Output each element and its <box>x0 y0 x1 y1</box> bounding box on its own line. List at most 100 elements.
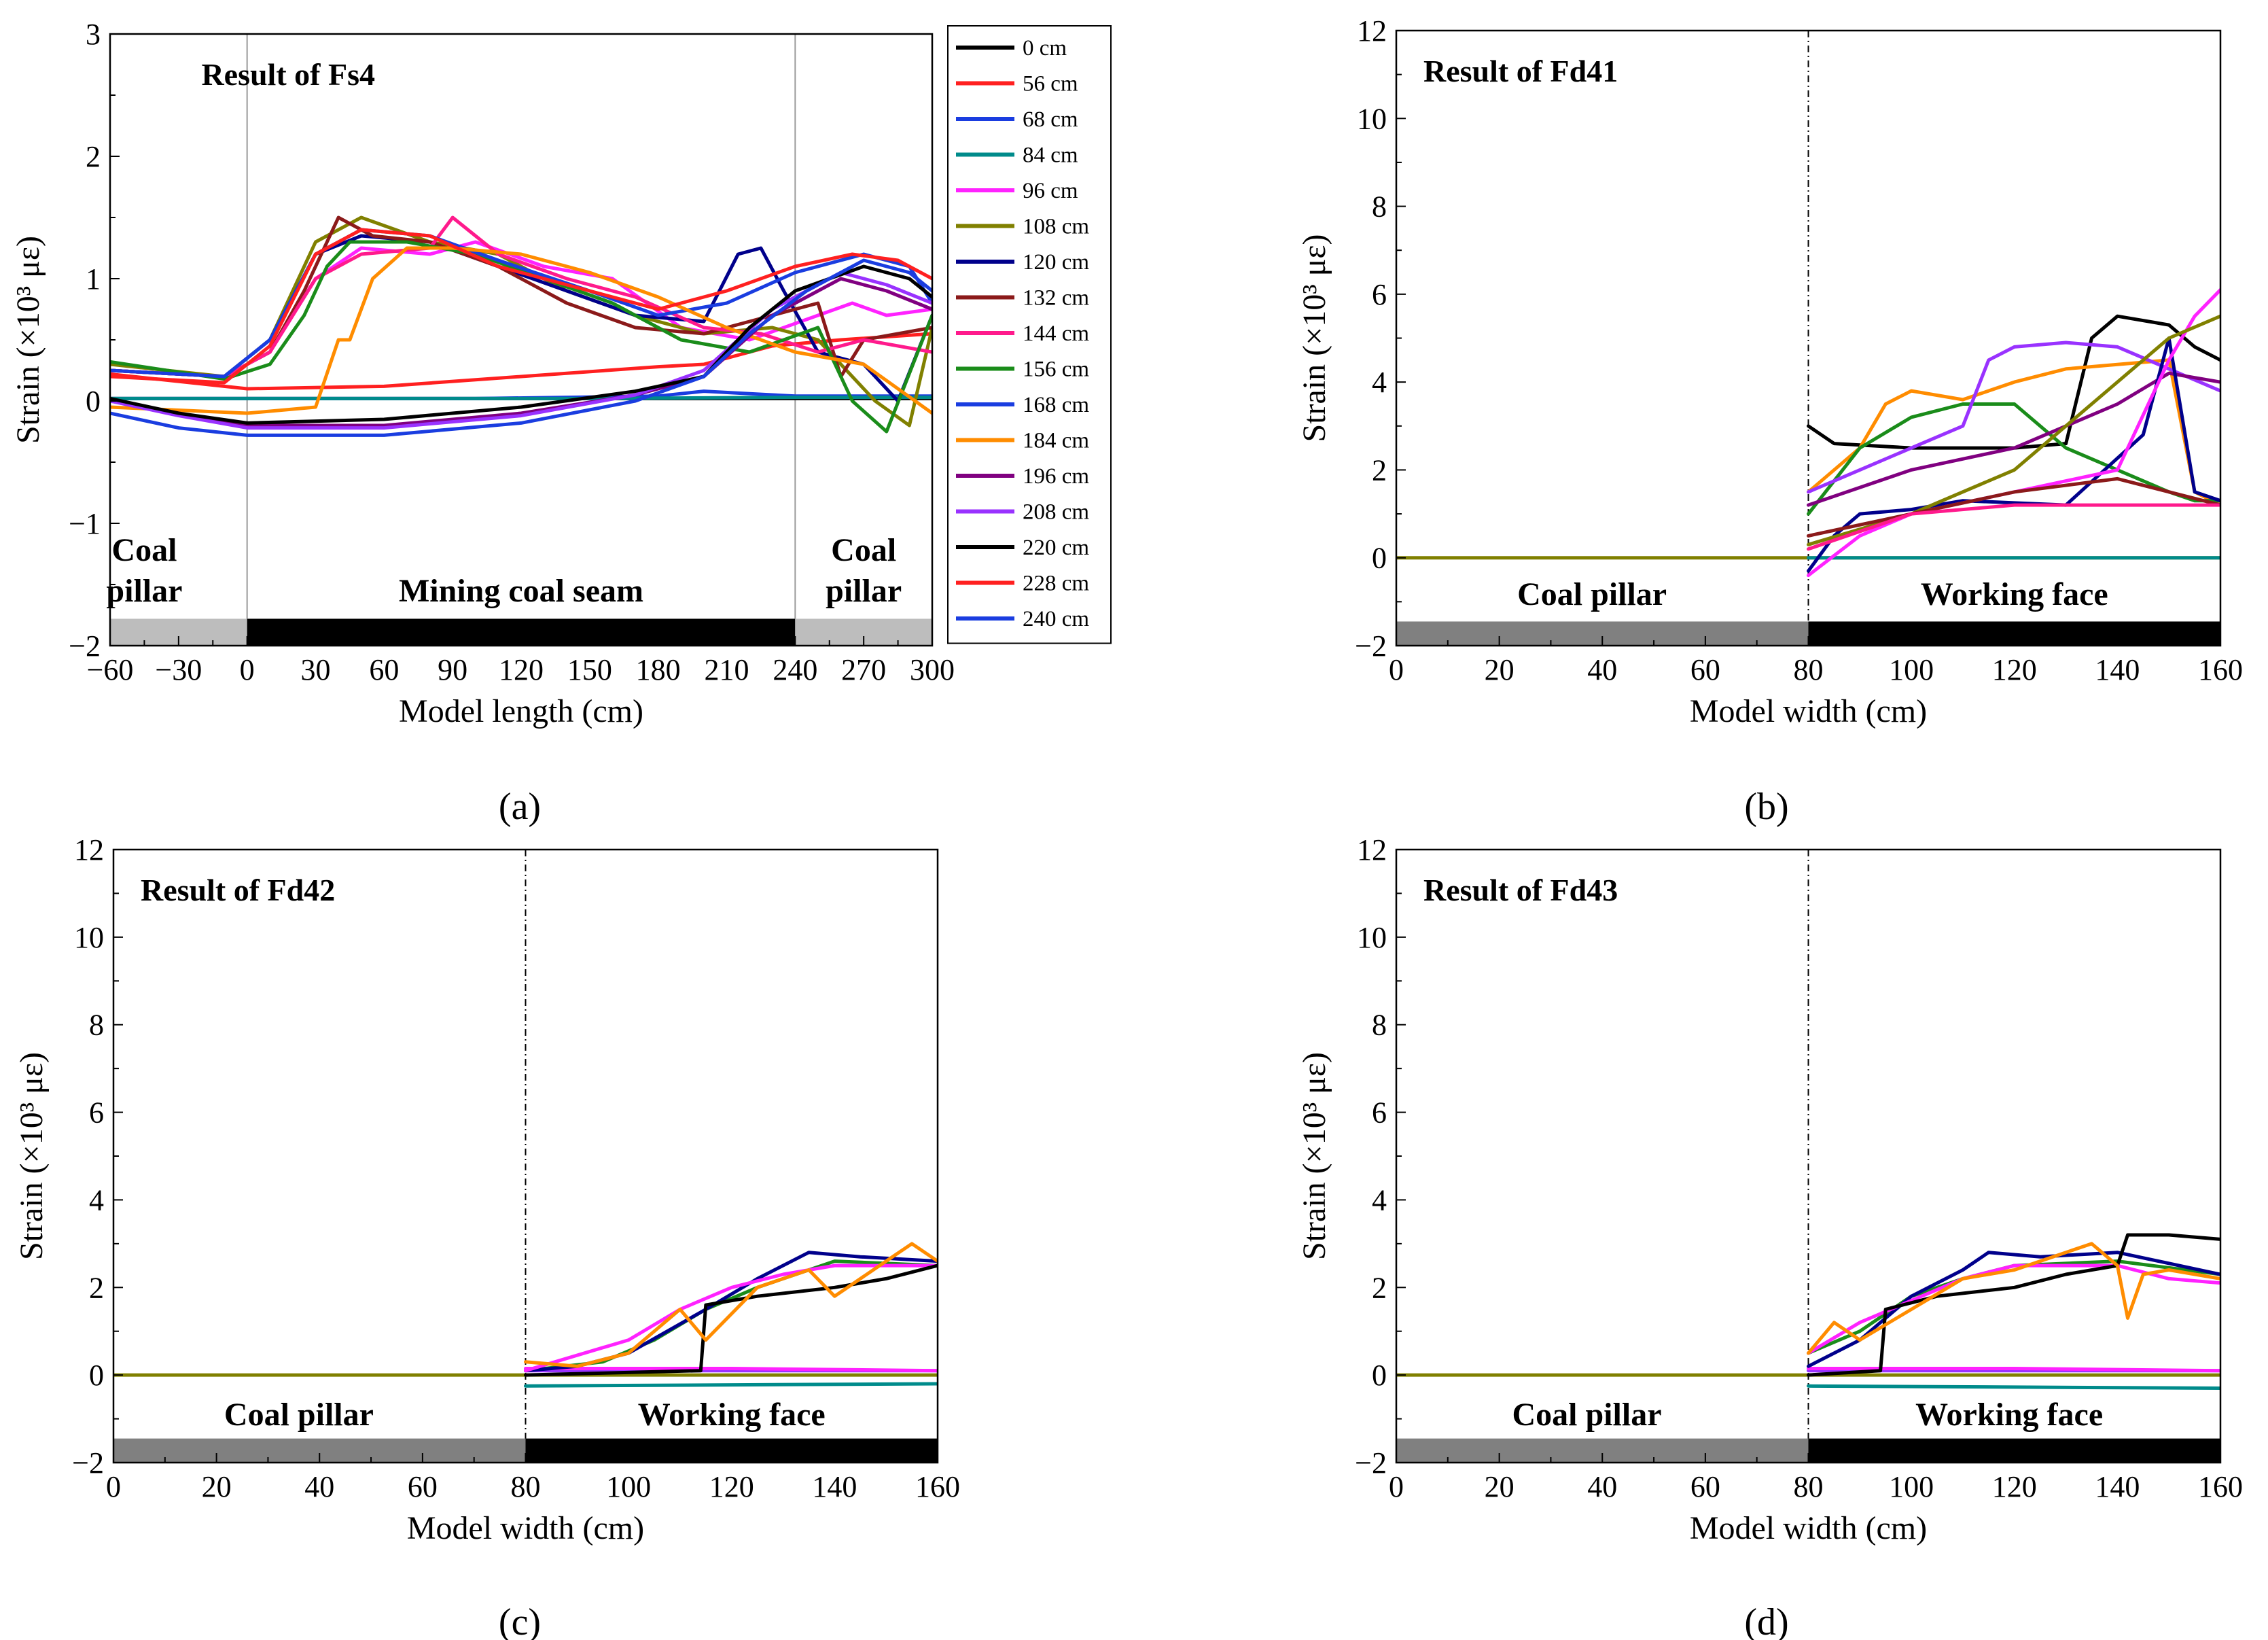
series-group <box>1396 287 2220 578</box>
region-label: pillar <box>826 573 902 609</box>
x-axis-title: Model width (cm) <box>1690 1510 1927 1546</box>
legend-label: 144 cm <box>1023 321 1089 346</box>
series-line <box>110 215 932 428</box>
series-group <box>113 1242 938 1388</box>
y-tick-label: 2 <box>1372 453 1387 487</box>
x-tick-label: 150 <box>567 653 612 686</box>
series-line <box>524 1382 938 1388</box>
x-tick-label: 0 <box>106 1470 121 1503</box>
series-line <box>110 240 932 434</box>
legend-label: 132 cm <box>1023 286 1089 311</box>
y-axis-title: Strain (×10³ με) <box>14 1052 50 1260</box>
panel-title: Result of Fd43 <box>1423 873 1618 907</box>
x-tick-label: 90 <box>438 653 467 686</box>
y-tick-label: 10 <box>1357 921 1387 954</box>
x-tick-label: 120 <box>499 653 544 686</box>
series-line <box>1807 358 2220 507</box>
plot-frame <box>109 33 934 647</box>
y-tick-label: 10 <box>74 921 104 954</box>
series-line <box>1807 1384 2220 1390</box>
x-tick-label: 80 <box>511 1470 541 1503</box>
region-label: Mining coal seam <box>399 573 643 609</box>
legend-label: 68 cm <box>1023 107 1078 132</box>
y-tick-label: 4 <box>1372 1183 1387 1217</box>
region-label: Coal pillar <box>224 1397 374 1433</box>
region-label: Coal <box>111 532 177 568</box>
x-tick-label: 20 <box>202 1470 232 1503</box>
y-tick-label: 0 <box>86 385 101 418</box>
legend-label: 220 cm <box>1023 536 1089 560</box>
y-tick-label: 3 <box>86 18 101 51</box>
y-tick-label: 8 <box>89 1009 104 1042</box>
series-line <box>524 1263 938 1373</box>
x-tick-label: 60 <box>369 653 399 686</box>
series-group <box>110 215 932 437</box>
series-line <box>110 277 932 428</box>
series-line <box>110 246 932 415</box>
y-tick-label: 1 <box>86 262 101 296</box>
series-line <box>110 271 932 430</box>
panel-title: Result of Fd42 <box>141 873 335 907</box>
legend-label: 208 cm <box>1023 500 1089 525</box>
panel-caption: (b) <box>1744 786 1788 828</box>
series-line <box>110 332 932 391</box>
region-label: Coal pillar <box>1512 1397 1661 1433</box>
x-tick-label: 0 <box>1389 653 1404 686</box>
series-line <box>1807 287 2220 578</box>
x-tick-label: 80 <box>1794 1470 1824 1503</box>
series-line <box>524 1263 938 1377</box>
panel-title: Result of Fd41 <box>1423 54 1618 88</box>
series-line <box>1807 476 2220 538</box>
x-tick-label: 210 <box>705 653 749 686</box>
legend-label: 84 cm <box>1023 143 1078 168</box>
x-axis-title: Model width (cm) <box>407 1510 644 1546</box>
x-tick-label: 160 <box>915 1470 960 1503</box>
x-tick-label: −60 <box>87 653 134 686</box>
region-label: Working face <box>638 1397 826 1433</box>
y-tick-label: −2 <box>1355 629 1387 663</box>
series-line <box>110 258 932 437</box>
panel-caption: (d) <box>1744 1601 1788 1640</box>
series-line <box>524 1367 938 1373</box>
series-line <box>110 264 932 425</box>
legend-label: 168 cm <box>1023 393 1089 417</box>
x-tick-label: 160 <box>2198 653 2243 686</box>
series-line <box>110 228 932 385</box>
legend-label: 228 cm <box>1023 572 1089 596</box>
y-axis-title: Strain (×10³ με) <box>10 236 46 444</box>
x-tick-label: 300 <box>910 653 955 686</box>
x-axis-title: Model length (cm) <box>399 693 643 729</box>
y-tick-label: 0 <box>89 1359 104 1392</box>
x-tick-label: 140 <box>812 1470 857 1503</box>
y-tick-label: −2 <box>1355 1446 1387 1480</box>
y-tick-label: 2 <box>89 1271 104 1304</box>
y-tick-label: 0 <box>1372 542 1387 575</box>
x-tick-label: 40 <box>1587 1470 1617 1503</box>
x-tick-label: 80 <box>1794 653 1824 686</box>
y-tick-label: −2 <box>69 629 101 663</box>
legend-label: 108 cm <box>1023 215 1089 239</box>
series-line <box>1807 503 2220 551</box>
x-tick-label: 240 <box>773 653 817 686</box>
series-line <box>1807 336 2220 573</box>
x-tick-label: 180 <box>636 653 681 686</box>
x-tick-label: 20 <box>1485 1470 1514 1503</box>
x-tick-label: 120 <box>1992 653 2037 686</box>
region-label: Working face <box>1921 576 2108 612</box>
legend-label: 56 cm <box>1023 72 1078 97</box>
series-line <box>1807 1233 2220 1377</box>
y-tick-label: 8 <box>1372 190 1387 224</box>
x-tick-label: 100 <box>606 1470 651 1503</box>
region-label: Coal pillar <box>1517 576 1667 612</box>
series-line <box>110 215 932 379</box>
y-tick-label: 12 <box>1357 14 1387 48</box>
series-line <box>1807 1367 2220 1373</box>
y-tick-label: 6 <box>89 1096 104 1130</box>
x-tick-label: 20 <box>1485 653 1514 686</box>
y-tick-label: 12 <box>74 833 104 867</box>
region-label: Working face <box>1915 1397 2103 1433</box>
series-line <box>110 228 932 379</box>
x-tick-label: 60 <box>1690 1470 1720 1503</box>
legend-label: 96 cm <box>1023 179 1078 203</box>
